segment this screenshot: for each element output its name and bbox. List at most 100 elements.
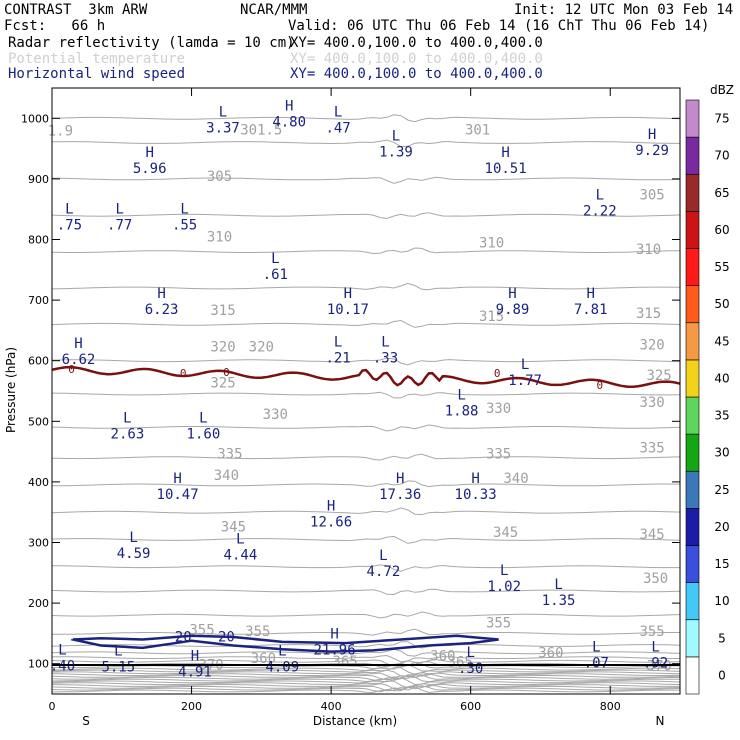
extremum-value: .47 [325, 120, 350, 136]
extremum-type: L [457, 387, 465, 403]
extremum-value: 1.39 [379, 145, 413, 161]
extremum-value: 17.36 [379, 487, 421, 503]
extremum-value: 1.88 [445, 403, 479, 419]
theta-contour-line [52, 564, 680, 572]
north-label: N [656, 714, 665, 728]
colorbar-swatch [685, 99, 700, 138]
zero-line-label: 0 [596, 379, 603, 392]
y-tick-label: 700 [28, 294, 49, 307]
reflectivity-field-xy: XY= 400.0,100.0 to 400.0,400.0 [290, 35, 543, 51]
theta-label: 370 [646, 659, 671, 675]
colorbar-level-label: 5 [718, 631, 726, 645]
extremum-value: 10.47 [157, 487, 199, 503]
wind-field-xy: XY= 400.0,100.0 to 400.0,400.0 [290, 66, 543, 82]
x-tick-label: 0 [49, 700, 56, 713]
theta-label: 1.9 [48, 124, 73, 140]
extremum-value: 21.96 [314, 643, 356, 659]
extremum-value: .21 [325, 351, 350, 367]
theta-label: 320 [639, 338, 664, 354]
theta-label: 360 [251, 651, 276, 667]
extremum-type: H [344, 286, 352, 302]
theta-label: 345 [493, 525, 518, 541]
colorbar-level-label: 20 [714, 520, 729, 534]
theta-contour-line [52, 674, 680, 681]
extremum-type: L [199, 410, 207, 426]
extremum-type: H [173, 471, 181, 487]
extremum-value: 1.77 [508, 373, 542, 389]
theta-contour-line [52, 669, 680, 678]
x-tick-label: 200 [181, 700, 202, 713]
extremum-type: L [392, 129, 400, 145]
y-tick-label: 1000 [21, 112, 49, 125]
extremum-type: L [554, 577, 562, 593]
theta-label: 340 [503, 471, 528, 487]
theta-contour-line [52, 684, 680, 692]
theta-contour-line [52, 672, 680, 680]
x-tick-label: 400 [321, 700, 342, 713]
theta-contour-line [52, 611, 680, 619]
theta-label: 315 [210, 303, 235, 319]
theta-label: 360 [430, 648, 455, 664]
extremum-value: 4.59 [117, 546, 151, 562]
extremum-value: 6.23 [145, 302, 179, 318]
colorbar-level-label: 50 [714, 297, 729, 311]
colorbar-swatch [685, 508, 700, 546]
colorbar-swatch [685, 470, 700, 509]
extremum-value: .30 [458, 661, 483, 677]
extremum-type: H [191, 649, 199, 665]
y-tick-label: 400 [28, 476, 49, 489]
extremum-type: L [114, 644, 122, 660]
theta-contours [52, 114, 680, 694]
plot-frame [51, 87, 681, 695]
extremum-type: H [648, 127, 656, 143]
theta-contour-line [52, 247, 680, 255]
y-tick-label: 800 [28, 234, 49, 247]
theta-contour-line [52, 677, 680, 686]
extremum-value: 4.44 [224, 548, 258, 564]
theta-contour-line [52, 114, 680, 123]
theta-label: 355 [189, 622, 214, 638]
extremum-value: 7.81 [574, 302, 608, 318]
theta-label: 345 [639, 527, 664, 543]
extremum-type: H [508, 286, 516, 302]
extremum-value: 10.17 [327, 302, 369, 318]
extremum-type: H [396, 471, 404, 487]
extremum-type: L [219, 104, 227, 120]
y-tick-label: 200 [28, 597, 49, 610]
y-axis-label: Pressure (hPa) [4, 347, 18, 433]
colorbar-swatch [685, 359, 700, 398]
colorbar-swatch [685, 582, 700, 620]
theta-label: 325 [210, 376, 235, 392]
extremum-value: 1.60 [187, 426, 221, 442]
theta-label: 330 [486, 401, 511, 417]
theta-contour-line [52, 139, 680, 148]
theta-label: 355 [639, 624, 664, 640]
extremum-value: 9.89 [496, 302, 530, 318]
extremum-type: L [334, 335, 342, 351]
extremum-value: 1.02 [487, 579, 521, 595]
theta-label: 335 [486, 447, 511, 463]
colorbar-swatch [685, 396, 700, 435]
x-tick-label: 600 [460, 700, 481, 713]
colorbar-swatch [685, 211, 700, 249]
wind-label: 20 [175, 630, 192, 646]
south-label: S [82, 714, 90, 728]
colorbar-swatch [685, 433, 700, 472]
theta-label: 310 [207, 230, 232, 246]
extremum-type: L [123, 410, 131, 426]
extremum-value: .61 [263, 267, 288, 283]
theta-contour-line [52, 424, 680, 432]
colorbar-swatch [685, 545, 700, 583]
extremum-value: .07 [584, 656, 609, 672]
theta-field-label: Potential temperature [8, 51, 186, 67]
theta-label: 330 [639, 395, 664, 411]
colorbar-level-label: 15 [714, 557, 729, 571]
theta-label: 350 [643, 571, 668, 587]
extremum-value: 2.22 [583, 203, 617, 219]
theta-contour-line [52, 480, 680, 488]
theta-contour-line [52, 680, 680, 689]
extremum-value: 3.37 [206, 120, 240, 136]
theta-label: 330 [263, 407, 288, 423]
theta-contour-line [52, 453, 680, 461]
